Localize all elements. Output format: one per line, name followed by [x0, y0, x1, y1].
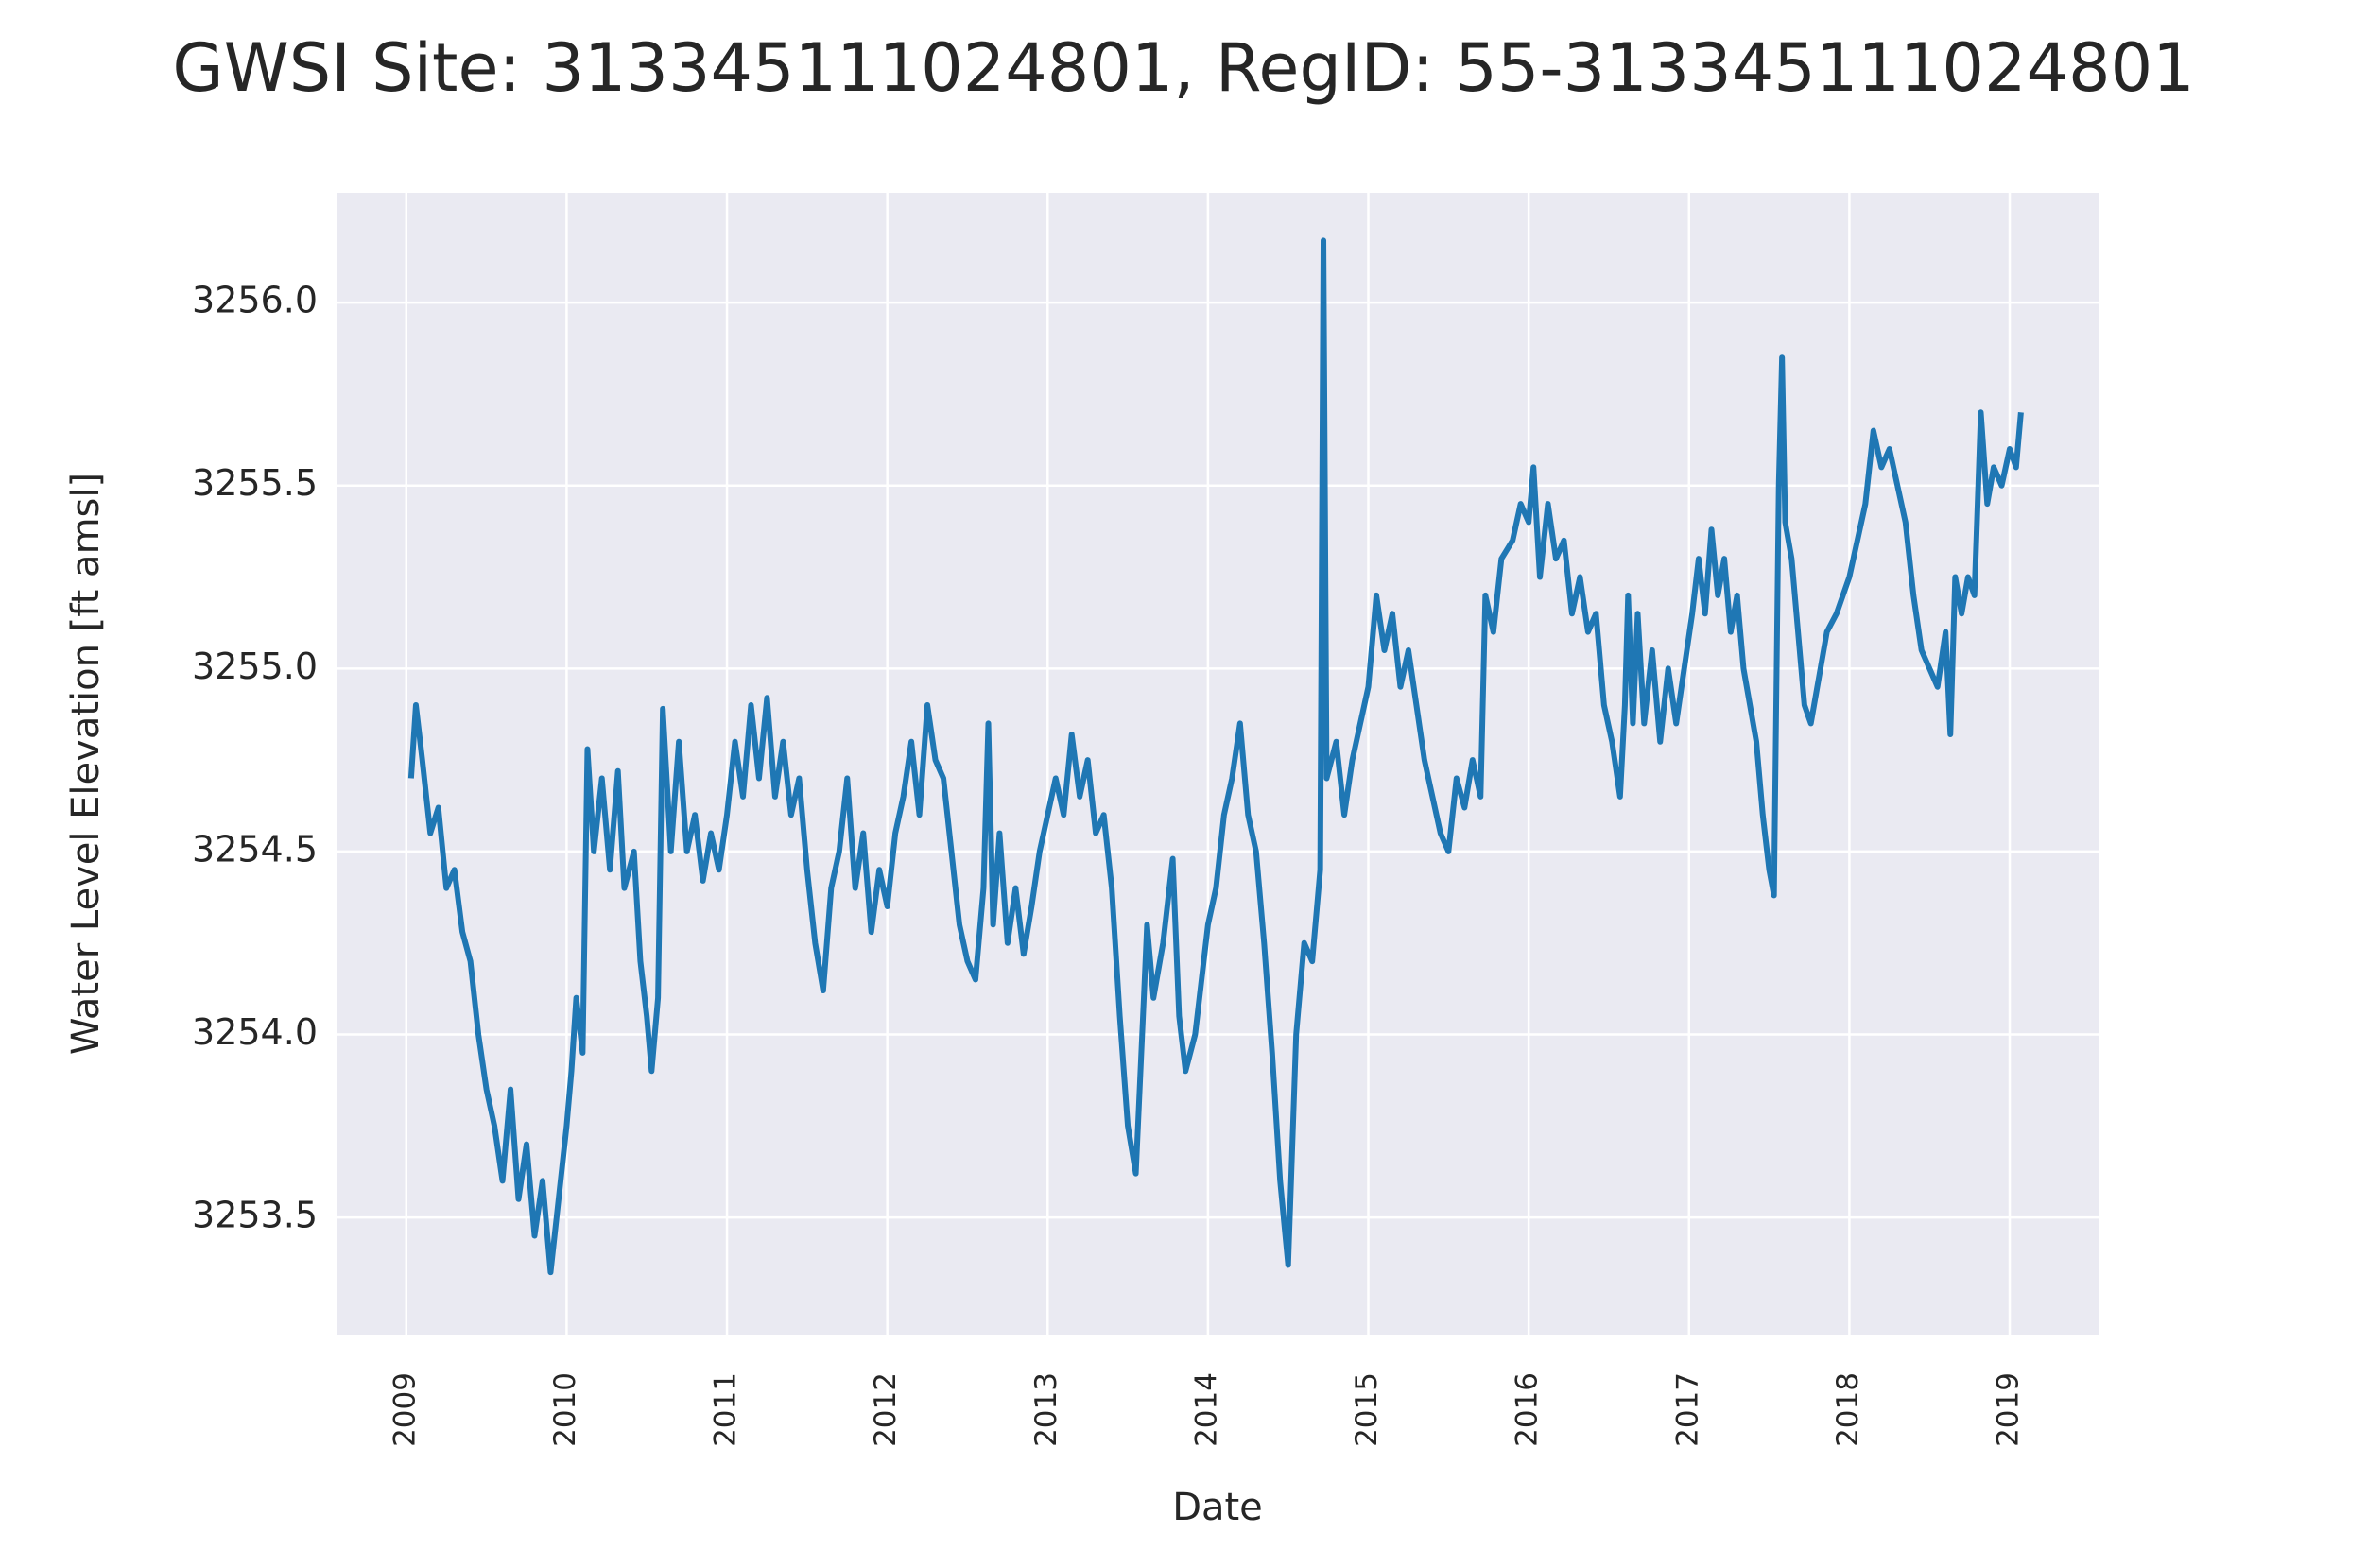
x-tick-label: 2011: [709, 1372, 743, 1447]
y-tick-label: 3255.5: [192, 462, 318, 504]
x-tick-label: 2017: [1670, 1372, 1704, 1447]
x-tick-label: 2009: [388, 1372, 422, 1447]
x-tick-label: 2019: [1992, 1372, 2026, 1447]
y-tick-label: 3253.5: [192, 1195, 318, 1236]
y-tick-label: 3255.0: [192, 646, 318, 687]
marks: [407, 237, 2024, 1276]
data-line: [407, 237, 2024, 1276]
x-axis-label: Date: [1172, 1486, 1263, 1529]
x-tick-label: 2016: [1511, 1372, 1545, 1447]
x-tick-label: 2014: [1189, 1372, 1223, 1447]
y-axis-label: Water Level Elevation [ft amsl]: [64, 473, 108, 1055]
tick-labels: 3253.5 3254.0 3254.5 3255.0 3255.5 3256.0 2009…: [192, 280, 2025, 1447]
x-tick-label: 2018: [1831, 1372, 1865, 1447]
y-tick-label: 3256.0: [192, 280, 318, 321]
y-tick-label: 3254.5: [192, 828, 318, 870]
grid: [337, 193, 2099, 1335]
x-tick-label: 2013: [1029, 1372, 1063, 1447]
x-tick-label: 2012: [869, 1372, 903, 1447]
x-tick-label: 2015: [1350, 1372, 1384, 1447]
plot-area: [337, 193, 2099, 1335]
y-tick-label: 3254.0: [192, 1011, 318, 1053]
chart-title: GWSI Site: 313345111024801, RegID: 55-31…: [172, 29, 2194, 107]
x-tick-label: 2010: [548, 1372, 582, 1447]
